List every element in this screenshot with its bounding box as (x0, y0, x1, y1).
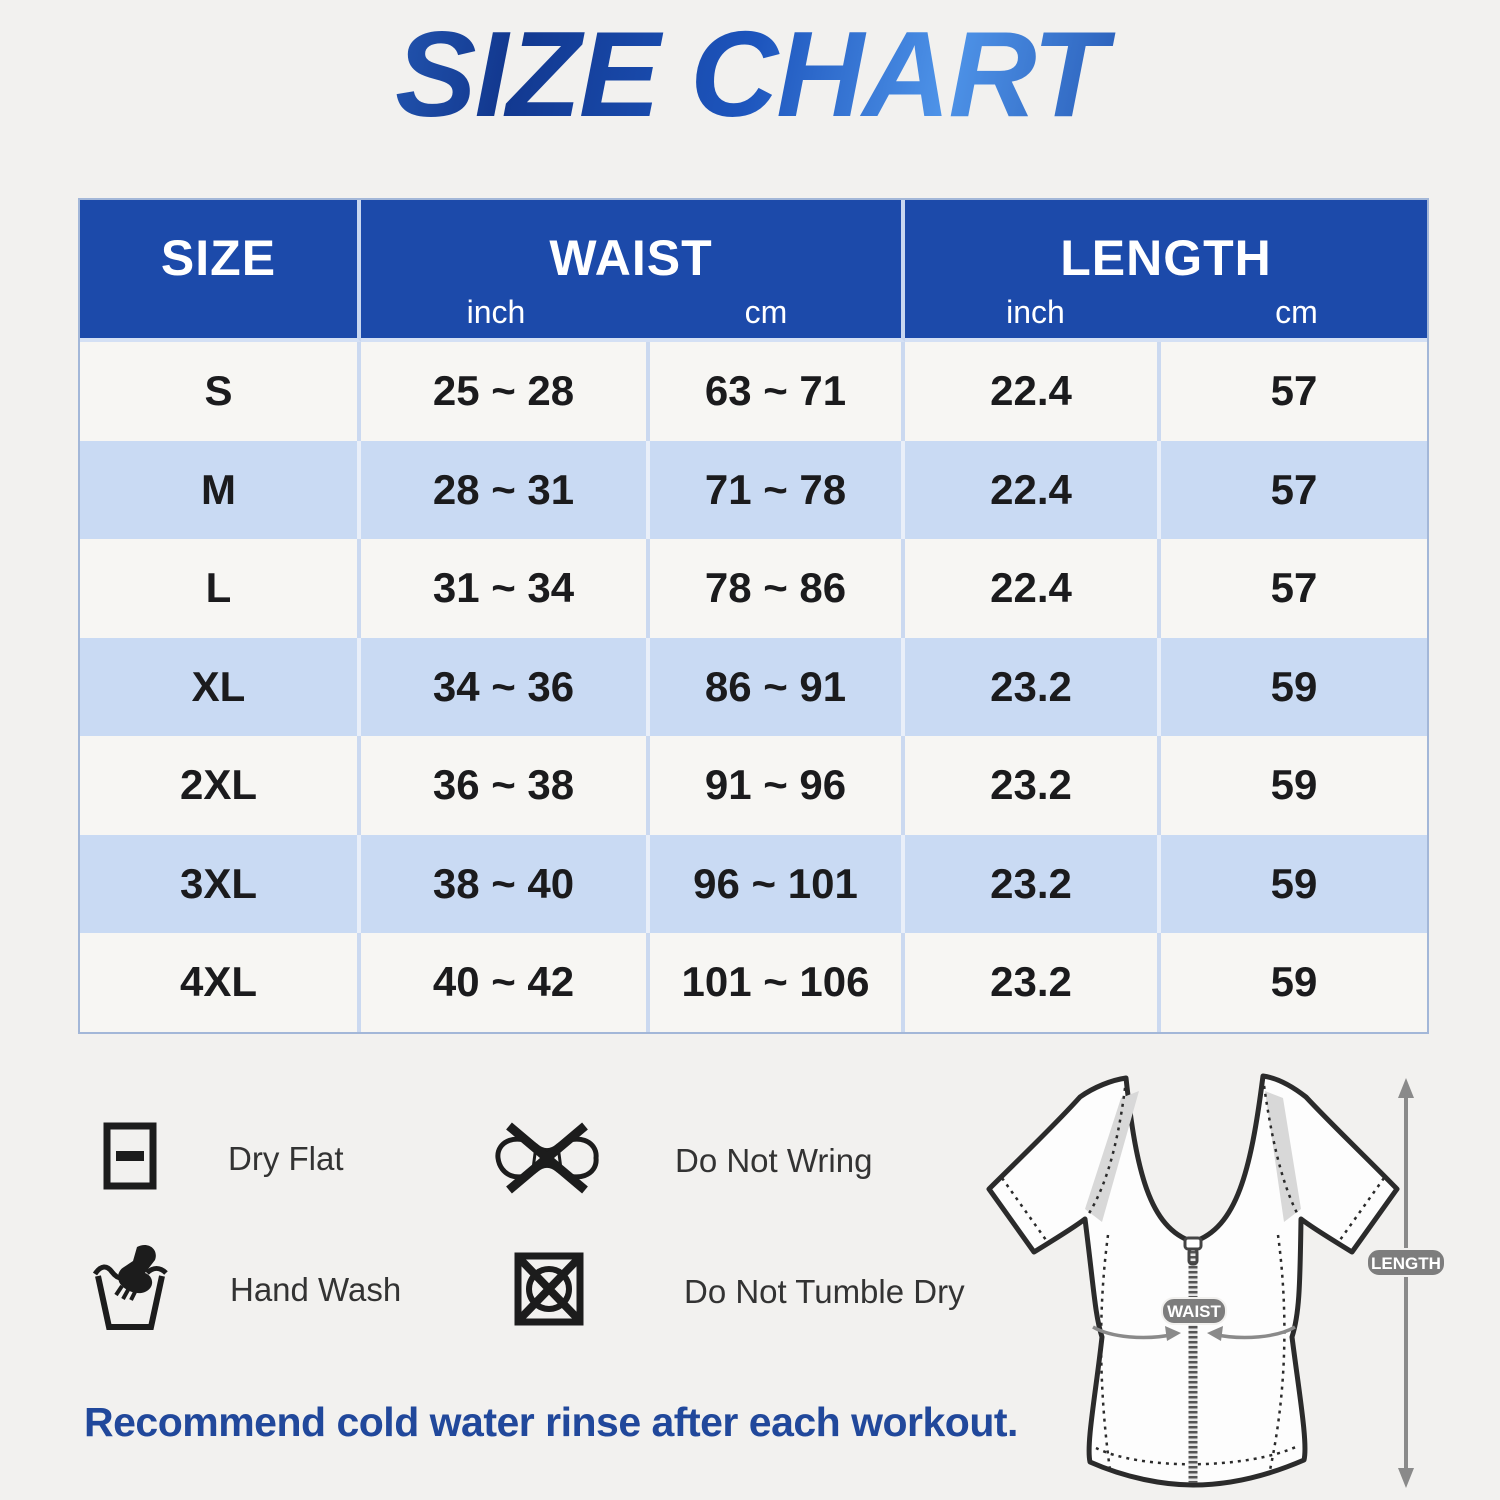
vest-illustration: WAIST LENGTH (986, 1073, 1446, 1488)
table-cell-length-cm: 59 (1161, 637, 1427, 736)
table-cell-waist-cm: 71 ~ 78 (650, 440, 905, 539)
table-cell-waist-cm: 63 ~ 71 (650, 342, 905, 441)
garment-diagram: WAIST LENGTH (950, 1050, 1500, 1500)
table-cell-waist-cm: 91 ~ 96 (650, 736, 905, 835)
table-cell-length-inch: 23.2 (905, 637, 1161, 736)
waist-unit-cm: cm (744, 294, 788, 330)
table-cell-size: S (80, 342, 361, 441)
table-cell-length-inch: 23.2 (905, 834, 1161, 933)
length-unit-cm: cm (1275, 294, 1318, 330)
table-cell-length-cm: 59 (1161, 933, 1427, 1032)
table-cell-waist-cm: 96 ~ 101 (650, 834, 905, 933)
length-header-label: LENGTH (1060, 230, 1272, 286)
waist-tag: WAIST (1167, 1302, 1221, 1321)
size-table: SIZE WAIST inch cm LENGTH inch cm S 25 ~… (78, 198, 1429, 1034)
length-units: inch cm (905, 294, 1427, 331)
length-unit-inch: inch (1006, 294, 1065, 330)
care-label: Do Not Tumble Dry (684, 1272, 965, 1310)
table-cell-size: L (80, 539, 361, 638)
column-header-length: LENGTH inch cm (905, 200, 1427, 342)
care-item-do-not-wring: Do Not Wring (492, 1117, 872, 1204)
waist-units: inch cm (361, 294, 901, 331)
table-cell-waist-inch: 31 ~ 34 (361, 539, 650, 638)
do-not-tumble-dry-icon (512, 1251, 586, 1332)
table-cell-length-inch: 23.2 (905, 933, 1161, 1032)
table-cell-waist-inch: 38 ~ 40 (361, 834, 650, 933)
care-item-dry-flat: Dry Flat (102, 1121, 344, 1196)
table-cell-size: XL (80, 637, 361, 736)
do-not-wring-icon (492, 1117, 602, 1204)
table-cell-length-cm: 57 (1161, 539, 1427, 638)
table-cell-length-inch: 23.2 (905, 736, 1161, 835)
table-cell-waist-inch: 36 ~ 38 (361, 736, 650, 835)
table-cell-waist-cm: 78 ~ 86 (650, 539, 905, 638)
table-cell-size: 4XL (80, 933, 361, 1032)
care-item-do-not-tumble-dry: Do Not Tumble Dry (512, 1251, 965, 1332)
dry-flat-icon (102, 1121, 158, 1196)
table-cell-waist-cm: 86 ~ 91 (650, 637, 905, 736)
table-cell-waist-inch: 25 ~ 28 (361, 342, 650, 441)
table-cell-length-cm: 57 (1161, 342, 1427, 441)
size-header-label: SIZE (160, 230, 277, 286)
table-cell-size: 2XL (80, 736, 361, 835)
hand-wash-icon (92, 1243, 168, 1336)
table-cell-length-inch: 22.4 (905, 539, 1161, 638)
table-cell-size: 3XL (80, 834, 361, 933)
care-label: Dry Flat (228, 1139, 344, 1177)
table-cell-length-inch: 22.4 (905, 342, 1161, 441)
footer-note: Recommend cold water rinse after each wo… (84, 1399, 1018, 1445)
care-label: Hand Wash (230, 1270, 402, 1308)
care-label: Do Not Wring (675, 1141, 873, 1179)
waist-header-label: WAIST (549, 230, 713, 286)
table-cell-waist-inch: 28 ~ 31 (361, 440, 650, 539)
care-item-hand-wash: Hand Wash (92, 1243, 401, 1336)
waist-unit-inch: inch (466, 294, 526, 330)
table-cell-waist-inch: 34 ~ 36 (361, 637, 650, 736)
page-title: SIZE CHART (0, 10, 1500, 138)
column-header-waist: WAIST inch cm (361, 200, 905, 342)
table-cell-length-cm: 57 (1161, 440, 1427, 539)
table-cell-length-cm: 59 (1161, 834, 1427, 933)
column-header-size: SIZE (80, 200, 361, 342)
table-cell-length-cm: 59 (1161, 736, 1427, 835)
length-tag: LENGTH (1371, 1254, 1441, 1273)
table-cell-waist-inch: 40 ~ 42 (361, 933, 650, 1032)
table-cell-size: M (80, 440, 361, 539)
table-cell-length-inch: 22.4 (905, 440, 1161, 539)
table-cell-waist-cm: 101 ~ 106 (650, 933, 905, 1032)
